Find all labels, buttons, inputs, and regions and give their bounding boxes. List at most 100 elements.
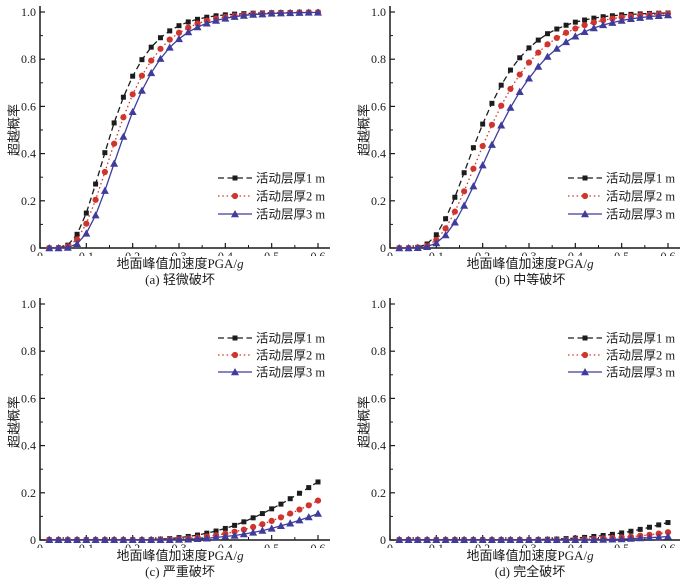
series-marker-3m [450, 535, 459, 543]
x-tick-label: 0.6 [311, 249, 326, 256]
series-marker-2m [525, 59, 533, 66]
series-marker-3m [202, 534, 211, 542]
series-marker-3m [589, 535, 598, 543]
y-tick-label: 0.2 [21, 486, 36, 500]
series-marker-1m [306, 485, 312, 491]
series-marker-3m [119, 132, 128, 140]
x-tick-label: 0.1 [79, 249, 94, 256]
series-marker-3m [295, 516, 304, 524]
y-tick-label: 0.8 [21, 52, 36, 66]
series-marker-1m [489, 100, 495, 106]
y-tick-label: 0.4 [21, 439, 36, 453]
series-marker-3m [469, 535, 478, 543]
series-marker-3m [73, 239, 82, 247]
series-marker-2m [544, 41, 551, 48]
series-marker-1m [93, 181, 99, 187]
series-marker-3m [212, 533, 221, 541]
series-marker-1m [535, 37, 541, 43]
series-marker-3m [267, 524, 276, 532]
x-axis-label-italic-g: g [237, 548, 244, 563]
x-axis-label-text: 地面峰值加速度PGA/ [466, 548, 588, 563]
series-marker-2m [268, 517, 275, 524]
series-marker-3m [73, 535, 82, 543]
series-marker-1m [498, 82, 504, 88]
series-marker-2m [287, 510, 294, 517]
series-marker-2m [305, 502, 312, 509]
legend-item-3m: 活动层厚3 m [218, 208, 325, 222]
series-marker-1m [452, 194, 458, 200]
y-tick-label: 0 [30, 533, 36, 547]
x-tick-label: 0.4 [568, 249, 583, 256]
series-marker-1m [102, 150, 108, 156]
subplot-b: 0 0.1 0.2 0.3 0.4 0.5 0.6 0 0.2 0.4 0.6 0.8 1.0 活动层厚1… [350, 0, 700, 292]
series-marker-1m [582, 17, 588, 23]
series-marker-3m [664, 11, 672, 19]
series-marker-3m [654, 533, 663, 541]
y-tick-label: 0 [30, 241, 36, 255]
series-line-3m [49, 512, 319, 541]
series-marker-3m [432, 239, 441, 247]
series-marker-3m [91, 211, 100, 219]
series-marker-1m [111, 120, 117, 126]
x-tick-label: 0.5 [614, 249, 629, 256]
legend-item-3m: 活动层厚3 m [218, 366, 325, 380]
series-marker-3m [525, 74, 533, 82]
x-tick-label: 0.3 [172, 541, 187, 548]
y-axis-label: 超越概率 [356, 395, 372, 449]
series-marker-2m [609, 15, 616, 22]
x-tick-label: 0.2 [125, 249, 140, 256]
legend-item-2m: 活动层厚2 m [568, 190, 675, 204]
series-marker-3m [487, 140, 496, 148]
series-marker-3m [534, 535, 543, 543]
x-axis-label-text: 地面峰值加速度PGA/ [466, 256, 588, 271]
y-tick-label: 0.8 [371, 344, 386, 358]
series-marker-1m [222, 525, 228, 531]
x-tick-label: 0 [387, 541, 393, 548]
y-tick-label: 0.8 [21, 344, 36, 358]
series-marker-3m [63, 243, 72, 251]
y-tick-label: 0.4 [21, 147, 36, 161]
series-marker-3m [432, 535, 441, 543]
series-marker-1m [443, 216, 449, 222]
series-marker-2m [590, 19, 597, 26]
series-marker-2m [507, 85, 514, 93]
series-marker-2m [73, 236, 81, 243]
x-axis-label-text: 地面峰值加速度PGA/ [116, 548, 238, 563]
legend-label: 活动层厚1 m [606, 172, 675, 186]
y-tick-label: 0.4 [371, 439, 386, 453]
series-marker-1m [296, 490, 302, 496]
series-marker-2m [240, 526, 247, 533]
series-marker-3m [626, 534, 635, 542]
legend-marker [231, 210, 239, 218]
x-tick-label: 0.4 [218, 249, 233, 256]
series-marker-3m [441, 231, 450, 239]
series-marker-2m [461, 188, 468, 195]
series-marker-1m [130, 73, 136, 79]
series-marker-3m [100, 535, 109, 543]
series-marker-3m [221, 532, 230, 540]
series-marker-3m [654, 11, 663, 19]
x-tick-label: 0.5 [264, 249, 279, 256]
series-marker-1m [628, 528, 634, 534]
legend-item-3m: 活动层厚3 m [568, 208, 675, 222]
series-marker-3m [404, 244, 413, 252]
x-tick-label: 0.3 [522, 249, 537, 256]
series-marker-3m [460, 201, 469, 209]
y-tick-label: 0.2 [371, 194, 386, 208]
series-marker-3m [202, 19, 211, 27]
series-marker-3m [413, 243, 422, 251]
series-marker-3m [525, 535, 533, 543]
subplot-b-caption: (b) 中等破坏 [494, 272, 566, 287]
x-axis-label-italic-g: g [587, 256, 594, 271]
series-marker-2m [101, 168, 108, 176]
series-marker-2m [92, 196, 99, 203]
series-marker-3m [543, 535, 552, 543]
series-marker-3m [249, 10, 258, 18]
legend-marker [231, 368, 239, 376]
series-marker-1m [526, 45, 532, 51]
series-line-2m [49, 500, 319, 541]
series-marker-1m [433, 232, 439, 238]
series-marker-3m [63, 535, 72, 543]
series-marker-3m [175, 535, 183, 543]
legend-marker [232, 175, 238, 181]
